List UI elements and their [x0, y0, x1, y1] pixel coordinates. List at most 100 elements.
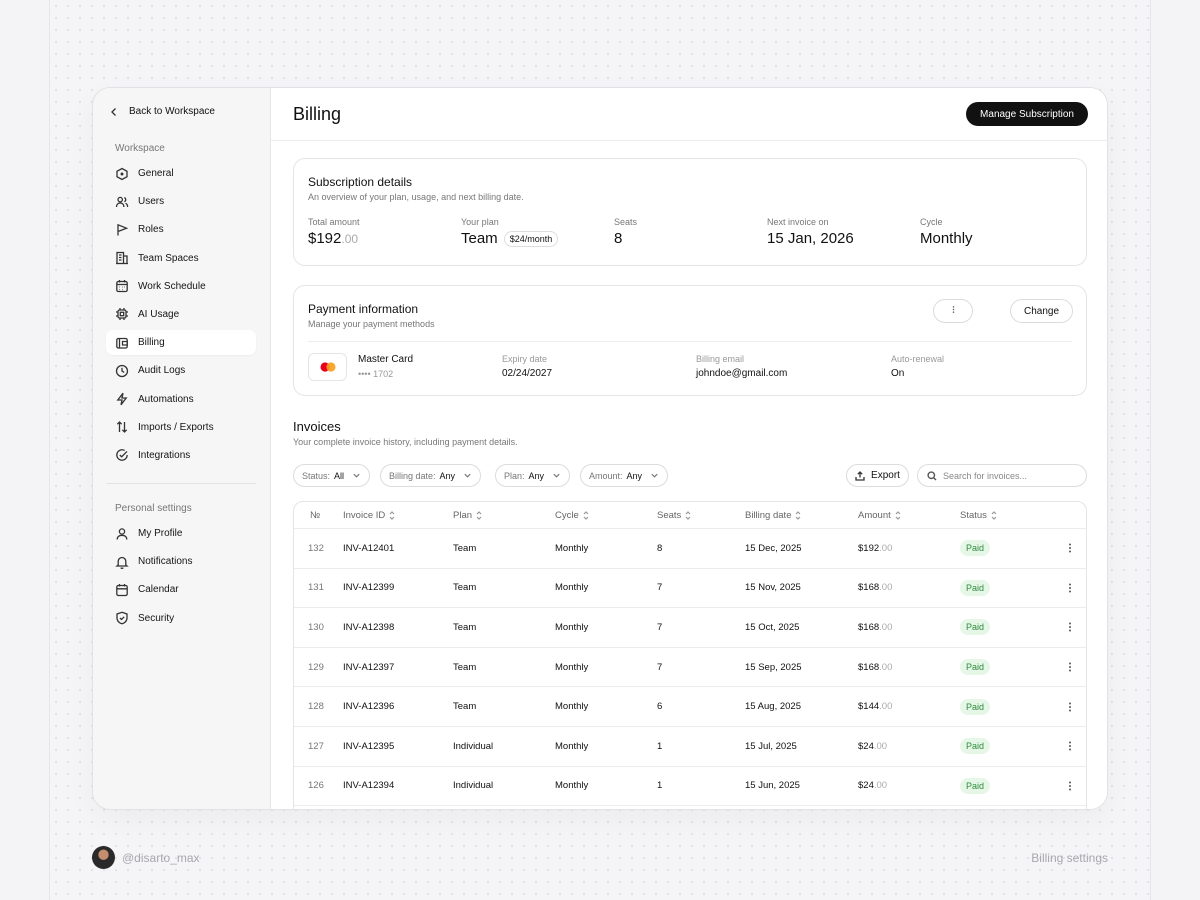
column-header-plan[interactable]: Plan [453, 502, 482, 528]
filter-amount[interactable]: Amount: Any [580, 464, 669, 487]
column-header-cycle[interactable]: Cycle [555, 502, 589, 528]
column-header-seats[interactable]: Seats [657, 502, 691, 528]
row-actions-button[interactable] [1068, 767, 1072, 806]
chevron-down-icon [464, 473, 471, 478]
payment-more-button[interactable] [933, 299, 973, 323]
hexagon-icon [116, 167, 128, 180]
sidebar-item-automations[interactable]: Automations [106, 387, 256, 412]
back-to-workspace-link[interactable]: Back to Workspace [109, 106, 215, 117]
row-actions-button[interactable] [1068, 608, 1072, 647]
table-row[interactable]: 129 INV-A12397 Team Monthly 7 15 Sep, 2025 $16… [294, 648, 1086, 688]
main-content: Billing Manage Subscription Subscription… [270, 88, 1107, 809]
sidebar-item-roles[interactable]: Roles [106, 217, 256, 242]
plan-name: Team [461, 230, 498, 247]
stat-seats: Seats 8 [614, 217, 637, 247]
cell-number: 126 [308, 780, 324, 792]
cell-number: 130 [308, 621, 324, 633]
sidebar-item-label: Notifications [138, 556, 193, 568]
status-badge: Paid [960, 659, 991, 676]
status-badge: Paid [960, 698, 991, 715]
manage-subscription-button[interactable]: Manage Subscription [966, 102, 1088, 126]
cell-invoice-id: INV-A12394 [343, 780, 395, 792]
sidebar-item-notifications[interactable]: Notifications [106, 549, 256, 574]
table-row[interactable]: 132 INV-A12401 Team Monthly 8 15 Dec, 2025 $19… [294, 529, 1086, 569]
column-header-status[interactable]: Status [960, 502, 997, 528]
filter-billing-date[interactable]: Billing date: Any [380, 464, 482, 487]
sidebar-item-label: Security [138, 612, 175, 624]
column-label: Cycle [555, 509, 579, 521]
chevron-down-icon [353, 473, 360, 478]
search-input[interactable] [943, 470, 1083, 481]
cell-invoice-id: INV-A12401 [343, 542, 395, 554]
sidebar-item-label: Integrations [138, 449, 191, 461]
sidebar-item-work-schedule[interactable]: Work Schedule [106, 274, 256, 299]
filter-label: Amount: [589, 470, 623, 481]
chevron-down-icon [553, 473, 560, 478]
sidebar-item-team-spaces[interactable]: Team Spaces [106, 246, 256, 271]
cell-cycle: Monthly [555, 661, 589, 673]
subscription-subtitle: An overview of your plan, usage, and nex… [308, 192, 524, 202]
stat-value: $192.00 [308, 230, 360, 247]
table-row[interactable]: 130 INV-A12398 Team Monthly 7 15 Oct, 2025 $16… [294, 608, 1086, 648]
column-header-invoice-id[interactable]: Invoice ID [343, 502, 395, 528]
column-header-amount[interactable]: Amount [858, 502, 901, 528]
change-payment-button[interactable]: Change [1010, 299, 1073, 323]
cell-seats: 6 [657, 701, 663, 713]
table-row[interactable]: 131 INV-A12399 Team Monthly 7 15 Nov, 2025 $16… [294, 569, 1086, 609]
stat-label: Next invoice on [767, 217, 829, 227]
row-actions-button[interactable] [1068, 648, 1072, 687]
shot-caption: Billing settings [1031, 851, 1108, 865]
cell-number: 132 [308, 542, 324, 554]
sidebar-item-label: AI Usage [138, 308, 180, 320]
filter-plan[interactable]: Plan: Any [495, 464, 571, 487]
sidebar-item-my-profile[interactable]: My Profile [106, 521, 256, 546]
table-row[interactable]: 127 INV-A12395 Individual Monthly 1 15 Jul, 2… [294, 727, 1086, 767]
filter-value: Any [626, 470, 643, 481]
cell-number: 127 [308, 740, 324, 752]
sidebar-item-integrations[interactable]: Integrations [106, 443, 256, 468]
sidebar-item-label: Users [138, 196, 165, 208]
stat-label: Seats [614, 217, 638, 227]
amount-value: $24 [858, 780, 874, 792]
sidebar-item-users[interactable]: Users [106, 189, 256, 214]
wallet-icon [116, 337, 128, 349]
cell-billing-date: 15 Dec, 2025 [745, 542, 802, 554]
more-vertical-icon [1069, 622, 1071, 632]
sidebar-item-audit-logs[interactable]: Audit Logs [106, 358, 256, 383]
row-actions-button[interactable] [1068, 727, 1072, 766]
cell-amount: $168.00 [858, 569, 892, 608]
cell-plan: Individual [453, 780, 494, 792]
export-button[interactable]: Export [846, 464, 909, 487]
sidebar-item-ai-usage[interactable]: AI Usage [106, 302, 256, 327]
stat-value: 15 Jan, 2026 [767, 230, 854, 247]
cell-plan: Team [453, 701, 477, 713]
payment-subtitle: Manage your payment methods [308, 319, 435, 329]
amount-value: $192 [858, 542, 880, 554]
table-row[interactable]: 128 INV-A12396 Team Monthly 6 15 Aug, 2025 $14… [294, 687, 1086, 727]
total-amount: $192 [308, 230, 342, 247]
filter-status[interactable]: Status: All [293, 464, 371, 487]
table-row[interactable]: 126 INV-A12394 Individual Monthly 1 15 Jun, 2… [294, 767, 1086, 807]
row-actions-button[interactable] [1068, 529, 1072, 568]
sidebar-item-calendar[interactable]: Calendar [106, 577, 256, 602]
page-title: Billing [293, 104, 342, 124]
row-actions-button[interactable] [1068, 569, 1072, 608]
payment-card: Payment information Manage your payment … [293, 285, 1087, 396]
personal-nav: My Profile Notifications Calendar Securi… [106, 521, 256, 634]
table-header: № Invoice ID Plan Cycle Seats Billing da… [294, 502, 1086, 529]
cell-amount: $24.00 [858, 767, 887, 806]
sidebar-item-imports-exports[interactable]: Imports / Exports [106, 415, 256, 440]
cell-cycle: Monthly [555, 701, 589, 713]
cell-amount: $192.00 [858, 529, 892, 568]
sidebar-item-billing[interactable]: Billing [106, 330, 256, 356]
shield-icon [116, 611, 128, 625]
row-actions-button[interactable] [1068, 687, 1072, 726]
sidebar-item-general[interactable]: General [106, 161, 256, 186]
arrows-updown-icon [116, 421, 128, 434]
sidebar-item-security[interactable]: Security [106, 606, 256, 631]
column-header-billing-date[interactable]: Billing date [745, 502, 801, 528]
invoice-search [917, 464, 1087, 487]
card-number: •••• 1702 [358, 369, 394, 379]
cell-seats: 1 [657, 780, 663, 792]
building-icon [116, 251, 128, 265]
